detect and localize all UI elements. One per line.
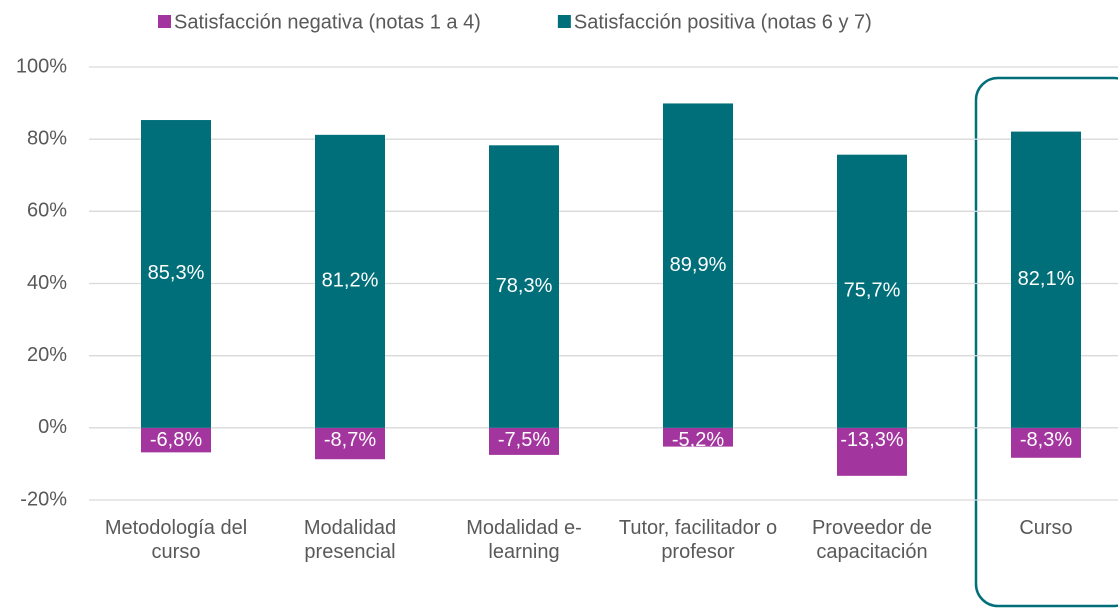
value-label: 75,7% [844, 280, 901, 302]
bar [141, 427, 211, 453]
x-tick-label: Modalidad e-learning [466, 517, 582, 563]
bar [489, 427, 559, 455]
bar [663, 427, 733, 447]
value-label: -13,3% [840, 429, 904, 451]
value-label: 81,2% [322, 270, 379, 292]
y-tick-label: 40% [27, 272, 67, 294]
value-label: 78,3% [496, 275, 553, 297]
bar [315, 134, 385, 428]
y-tick-label: 80% [27, 127, 67, 149]
x-tick-label: Tutor, facilitador o profesor [618, 517, 778, 563]
value-label: -8,7% [324, 429, 376, 451]
y-tick-label: 100% [16, 55, 67, 77]
y-tick-label: -20% [20, 488, 67, 510]
bar [837, 427, 907, 476]
bar [1011, 131, 1081, 428]
value-label: 82,1% [1018, 268, 1075, 290]
bar [141, 120, 211, 428]
y-tick-label: 20% [27, 344, 67, 366]
bar [1011, 427, 1081, 458]
value-label: 89,9% [670, 254, 727, 276]
y-tick-label: 60% [27, 200, 67, 222]
value-label: -7,5% [498, 429, 550, 451]
bar [837, 154, 907, 428]
value-label: 85,3% [148, 262, 205, 284]
value-label: -8,3% [1020, 429, 1072, 451]
legend-swatch [557, 15, 571, 28]
x-tick-label: Metodología del curso [104, 517, 248, 563]
x-tick-label: Modalidad presencial [303, 517, 397, 563]
y-tick-label: 0% [38, 416, 67, 438]
legend-swatch [158, 15, 171, 28]
value-label: -6,8% [150, 429, 202, 451]
highlight-box [974, 76, 1118, 608]
bar [489, 145, 559, 428]
legend-label: Satisfacción positiva (notas 6 y 7) [574, 11, 872, 33]
bar [315, 427, 385, 460]
x-tick-label: Proveedor de capacitación [811, 517, 933, 563]
value-label: -5,2% [672, 429, 724, 451]
bar [663, 103, 733, 428]
x-tick-label: Curso [1019, 517, 1073, 539]
legend-label: Satisfacción negativa (notas 1 a 4) [174, 11, 481, 33]
